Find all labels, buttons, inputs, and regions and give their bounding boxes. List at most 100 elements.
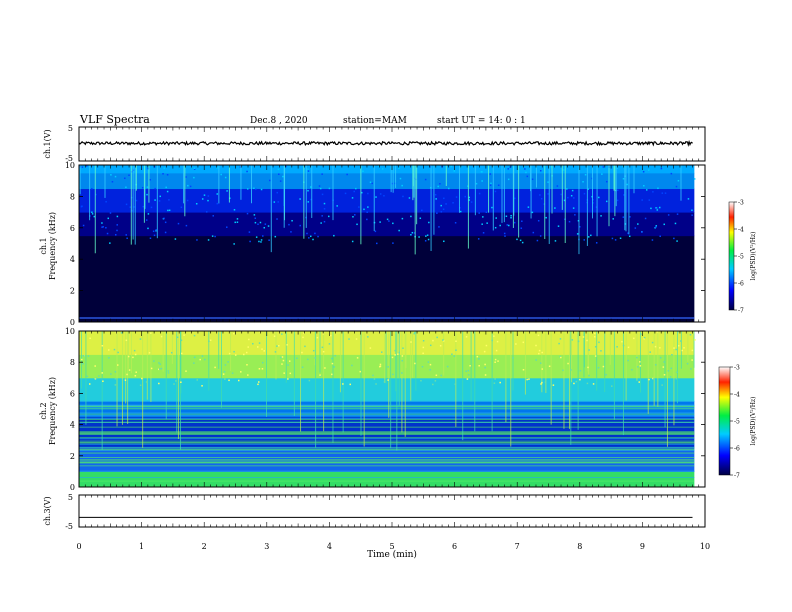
- ch1-spec-speckle: [399, 177, 402, 180]
- ch2-spec-speckle: [455, 340, 457, 342]
- ch1-spec-speckle: [660, 167, 663, 170]
- ch1-spec-speckle: [260, 239, 263, 241]
- ch1-spec-speckle: [691, 214, 693, 216]
- ch1-spec-speckle: [481, 180, 483, 182]
- ch2-spec-speckle: [469, 365, 471, 367]
- ch1-spec-speckle: [513, 221, 516, 224]
- ch1-spec-speckle: [312, 238, 314, 241]
- ch1-spec-speckle: [317, 235, 319, 238]
- ch2-spec-speckle: [636, 356, 638, 359]
- ch2-spec-speckle: [379, 363, 382, 366]
- ch1-spec-speckle: [503, 232, 506, 235]
- ch1-spec-speckle: [379, 193, 382, 195]
- ch1-spec-speckle: [106, 232, 109, 235]
- ch1-spec-speckle: [448, 187, 450, 190]
- ch1-spec-speckle: [309, 235, 312, 238]
- ch2-spec-speckle: [432, 383, 434, 386]
- ch1-spec-speckle: [180, 206, 183, 209]
- ch1-spec-speckle: [572, 207, 575, 209]
- ch1-spec-ylabel-channel: ch.1: [39, 237, 48, 254]
- ch2-spec-speckle: [538, 349, 541, 352]
- ch1-spec-speckle: [369, 181, 372, 184]
- ch1-spec-speckle: [249, 240, 251, 243]
- x-tick-label: 9: [640, 542, 645, 551]
- ch2-colorbar-label: log(PSD)(V²/Hz): [750, 397, 757, 446]
- ch1-spec-speckle: [233, 209, 236, 211]
- ch1-spec-speckle: [626, 183, 628, 186]
- ch1-spec-speckle: [693, 178, 696, 180]
- ch1-spec-speckle: [246, 212, 249, 215]
- ch3-ytick-top: 5: [68, 493, 73, 502]
- ch2-spec-speckle: [167, 372, 170, 374]
- ch1-spec-speckle: [505, 215, 508, 218]
- ch2-spec-speckle: [150, 332, 152, 334]
- ch1-spec-speckle: [419, 217, 422, 220]
- ch2-spec-speckle: [288, 360, 291, 362]
- ch1-spec-speckle: [410, 234, 412, 236]
- ch1-spec-speckle: [507, 178, 510, 181]
- colorbar-tick-label: -5: [738, 254, 744, 261]
- ch1-spec-speckle: [309, 186, 312, 188]
- ch1-spec-speckle: [598, 196, 600, 199]
- ch1-spec-speckle: [527, 206, 530, 208]
- ch2-spec-speckle: [117, 351, 119, 354]
- figure-title: VLF Spectra: [79, 113, 150, 126]
- ch1-spec-speckle: [526, 175, 529, 178]
- ch1-spec-speckle: [475, 182, 478, 185]
- ch2-spec-speckle: [535, 359, 537, 361]
- ch1-spec-speckle: [410, 215, 412, 218]
- ch2-spec-speckle: [257, 383, 259, 386]
- ch2-spec-speckle: [120, 332, 123, 334]
- ch2-spec-speckle: [334, 354, 337, 357]
- ch1-spec-speckle: [81, 166, 84, 168]
- ch1-spec-speckle: [392, 222, 394, 225]
- ch1-spec-speckle: [576, 233, 579, 235]
- ch1-spec-speckle: [606, 180, 608, 183]
- ch2-spec-speckle: [484, 374, 487, 376]
- ch1-spec-speckle: [145, 219, 148, 221]
- ch2-spec-ylabel-frequency: Frequency (kHz): [48, 377, 57, 445]
- ch1-spec-speckle: [560, 193, 562, 196]
- ch2-spec-speckle: [442, 339, 444, 341]
- ch1-spec-speckle: [164, 231, 167, 234]
- ch1-spec-speckle: [595, 242, 598, 244]
- ch2-spec-speckle: [662, 366, 665, 368]
- ch2-spec-speckle: [135, 371, 137, 373]
- ch1-spec-speckle: [216, 167, 219, 169]
- ch2-spec-speckle: [392, 373, 394, 376]
- ch2-spec-speckle: [522, 341, 525, 344]
- ch1-spec-speckle: [367, 206, 369, 208]
- ch1-spec-speckle: [159, 195, 161, 198]
- ch1-spec-speckle: [320, 222, 322, 224]
- ch2-spec-speckle: [588, 374, 590, 377]
- ch1-spec-speckle: [494, 190, 497, 193]
- ch1-spec-speckle: [427, 238, 430, 241]
- ch2-spec-speckle: [675, 377, 678, 380]
- ch2-spec-speckle: [465, 370, 467, 372]
- ch2-spec-band: [79, 471, 695, 488]
- ch2-spec-speckle: [401, 359, 404, 362]
- ch2-spec-speckle: [541, 381, 543, 384]
- ch1-colorbar-ticks: -3 -4 -5 -6 -7: [734, 200, 744, 315]
- ch1-spec-speckle: [154, 187, 156, 190]
- ch2-spec-band: [79, 331, 695, 355]
- ch2-spec-speckle: [321, 346, 324, 349]
- ch1-spec-speckle: [149, 237, 152, 239]
- ch2-spec-speckle: [224, 364, 227, 366]
- ch1-spec-speckle: [547, 181, 549, 183]
- ch1-spec-speckle: [622, 165, 624, 168]
- ch1-spec-speckle: [612, 218, 614, 220]
- ch1-spec-speckle: [401, 217, 404, 220]
- ch1-spec-speckle: [214, 235, 216, 238]
- ch1-spec-speckle: [519, 239, 522, 242]
- ch1-spec-speckle: [644, 217, 647, 220]
- colorbar-tick-label: -5: [734, 419, 740, 426]
- ch1-spec-speckle: [356, 223, 358, 226]
- ch1-spec-speckle: [545, 216, 547, 219]
- ch1-spec-speckle: [367, 192, 369, 195]
- ch2-spec-speckle: [373, 378, 376, 380]
- ch1-spec-speckle: [321, 193, 324, 196]
- ch1-spec-speckle: [254, 217, 257, 219]
- ch1-spec-speckle: [491, 206, 493, 209]
- ch1-spec-speckle: [155, 229, 157, 231]
